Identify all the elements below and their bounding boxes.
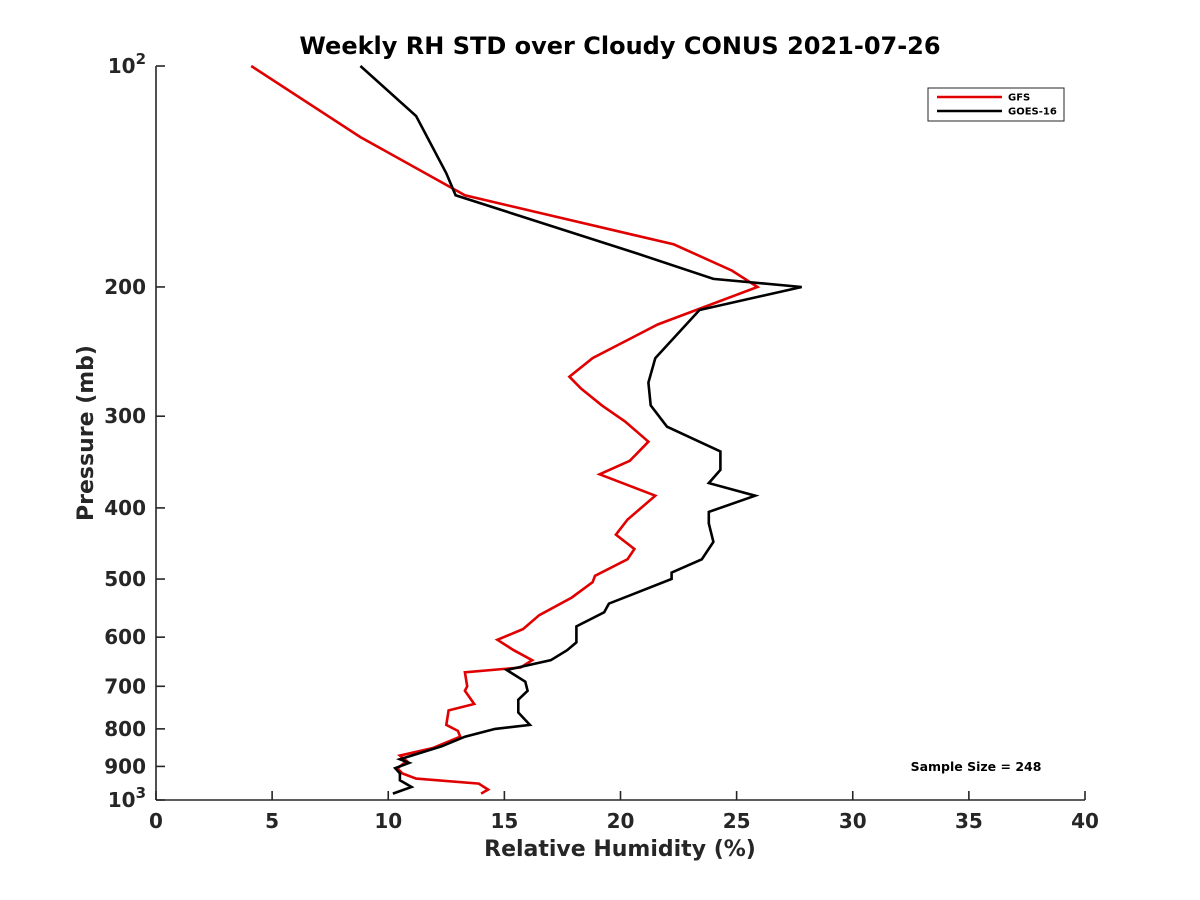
x-tick-label: 40 (1071, 809, 1099, 833)
legend-box (927, 87, 1065, 122)
legend: GFS GOES-16 (927, 87, 1065, 122)
y-tick-label: 600 (104, 625, 146, 649)
x-tick-label: 30 (839, 809, 867, 833)
y-tick-label: 500 (104, 567, 146, 591)
y-axis-label: Pressure (mb) (74, 345, 99, 521)
legend-label: GOES-16 (1008, 107, 1057, 118)
legend-label: GFS (1008, 93, 1030, 104)
series-line-gfs (250, 64, 761, 795)
x-tick-label: 25 (723, 809, 751, 833)
sample-size-note: Sample Size = 248 (911, 759, 1042, 774)
x-tick-label: 35 (955, 809, 983, 833)
y-tick-label: 900 (104, 754, 146, 778)
y-ticks: 102 200 300 400 500 600 700 800 900 103 (104, 50, 165, 812)
y-tick-label: 300 (104, 404, 146, 428)
x-tick-label: 5 (265, 809, 279, 833)
x-tick-label: 10 (374, 809, 402, 833)
chart-title: Weekly RH STD over Cloudy CONUS 2021-07-… (299, 32, 940, 60)
y-tick-label: 400 (104, 496, 146, 520)
plot-area: 0 5 10 15 20 25 30 35 40 102 200 300 400 500 600 700 80… (104, 50, 1099, 833)
y-tick-label: 103 (108, 784, 146, 812)
x-ticks: 0 5 10 15 20 25 30 35 40 (149, 791, 1099, 833)
series-layer (250, 64, 802, 795)
x-tick-label: 0 (149, 809, 163, 833)
x-tick-label: 20 (607, 809, 635, 833)
y-tick-label: 102 (108, 50, 146, 78)
y-tick-label: 700 (104, 674, 146, 698)
y-tick-label: 800 (104, 717, 146, 741)
x-axis-label: Relative Humidity (%) (484, 837, 756, 862)
y-tick-label: 200 (104, 275, 146, 299)
x-tick-label: 15 (490, 809, 518, 833)
series-line-goes-16 (359, 65, 802, 795)
